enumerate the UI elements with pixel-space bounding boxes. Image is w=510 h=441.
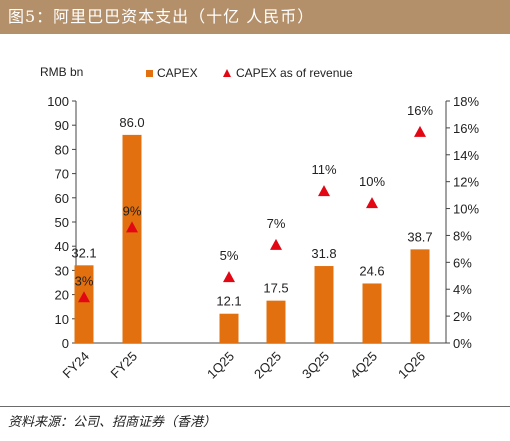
bar-value-label: 24.6 [359,263,384,278]
y-tick-label: 40 [55,239,69,254]
y-tick-label: 60 [55,191,69,206]
legend-ratio-marker [223,69,231,77]
y2-tick-label: 18% [453,94,479,109]
x-tick-label: 2Q25 [251,349,284,382]
ratio-marker-4q25 [366,197,378,209]
bar-value-label: 38.7 [407,229,432,244]
plot-area: 0 10 20 30 40 50 60 70 80 90 100 0% 2% 4% 6% 8% 10% 12% 14… [47,94,479,382]
footer-divider [0,406,510,407]
ratio-value-label: 10% [359,174,385,189]
legend-capex-label: CAPEX [157,66,198,80]
bar-1q26 [410,249,430,343]
legend: CAPEX CAPEX as of revenue [146,66,353,80]
y2-tick-label: 6% [453,255,472,270]
source-note: 资料来源：公司、招商证券（香港） [8,415,217,430]
y-tick-label: 70 [55,167,69,182]
y-tick-label: 10 [55,312,69,327]
bar-2q25 [266,300,286,343]
y-tick-label: 20 [55,288,69,303]
y-tick-label: 30 [55,263,69,278]
y2-tick-label: 0% [453,336,472,351]
ratio-value-label: 11% [311,162,336,177]
x-tick-label: 1Q26 [395,349,428,382]
ratio-marker-1q26 [414,125,426,137]
y-tick-label: 0 [62,336,69,351]
bar-value-label: 12.1 [216,294,241,309]
ratio-value-label: 3% [75,273,94,288]
capex-chart: RMB bn CAPEX CAPEX as of revenue 0 10 20 30… [40,65,479,382]
legend-ratio-label: CAPEX as of revenue [236,66,353,80]
y-tick-label: 80 [55,142,69,157]
y2-tick-label: 14% [453,148,479,163]
x-tick-label: FY25 [108,349,141,382]
ratio-marker-2q25 [270,238,282,250]
ratio-marker-fy24 [78,291,90,303]
bar-4q25 [362,283,382,343]
bar-value-label: 31.8 [311,246,336,261]
ratio-value-label: 9% [123,203,142,218]
y-tick-label: 50 [55,215,69,230]
bar-3q25 [314,266,334,343]
ratio-marker-3q25 [318,185,330,197]
bar-value-label: 17.5 [263,281,288,296]
chart-area: RMB bn CAPEX CAPEX as of revenue 0 10 20 30… [0,34,510,404]
y2-tick-label: 8% [453,228,472,243]
y2-tick-label: 10% [453,202,479,217]
bar-fy24 [74,265,94,343]
x-tick-label: FY24 [60,349,93,382]
x-tick-label: 1Q25 [204,349,237,382]
bar-1q25 [219,313,239,343]
bar-fy25 [122,134,142,343]
x-tick-label: 3Q25 [299,349,332,382]
figure-title: 图5：阿里巴巴资本支出（十亿 人民币） [8,7,315,26]
figure-header: 图5：阿里巴巴资本支出（十亿 人民币） [0,0,510,34]
ratio-value-label: 5% [220,248,239,263]
legend-capex-swatch [146,70,153,77]
y-tick-label: 90 [55,118,69,133]
ratio-marker-fy25 [126,221,138,233]
ratio-marker-1q25 [223,271,235,283]
ratio-value-label: 16% [407,103,433,118]
bar-value-label: 86.0 [119,115,144,130]
y2-tick-label: 2% [453,309,472,324]
y2-tick-label: 4% [453,282,472,297]
y2-tick-label: 16% [453,121,479,136]
ratio-value-label: 7% [267,216,286,231]
bar-value-label: 32.1 [71,245,96,260]
y-tick-label: 100 [47,94,69,109]
y2-tick-label: 12% [453,175,479,190]
y-axis-title: RMB bn [40,65,83,79]
x-tick-label: 4Q25 [347,349,380,382]
